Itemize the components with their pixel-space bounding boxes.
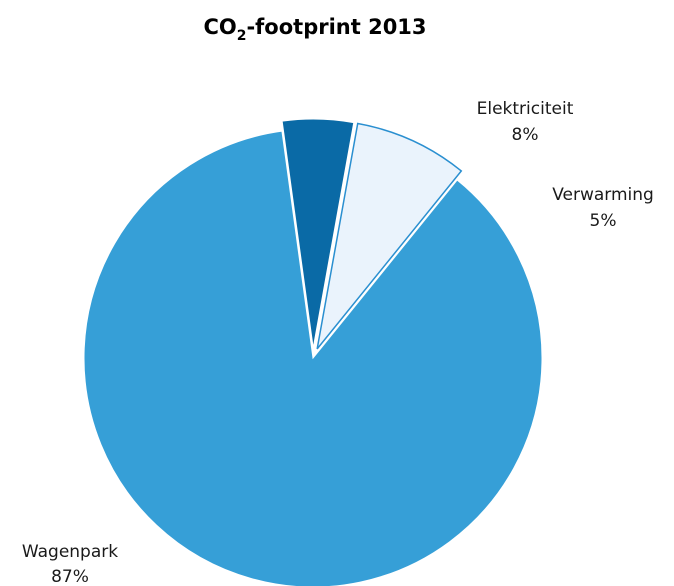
slice-label-verwarming-value: 5% — [590, 211, 617, 231]
pie-slices — [83, 118, 543, 586]
slice-label-elektriciteit: Elektriciteit 8% — [477, 99, 574, 145]
slice-label-verwarming-name: Verwarming — [552, 185, 654, 205]
slice-label-elektriciteit-value: 8% — [512, 125, 539, 145]
chart-title: CO2-footprint 2013 — [203, 15, 426, 44]
slice-label-wagenpark-name: Wagenpark — [22, 542, 118, 562]
pie-slice-wagenpark — [83, 130, 543, 586]
chart-title-main: CO — [203, 15, 236, 39]
slice-label-elektriciteit-name: Elektriciteit — [477, 99, 574, 119]
chart-title-rest: -footprint 2013 — [246, 15, 426, 39]
slice-label-wagenpark: Wagenpark 87% — [22, 542, 118, 586]
chart-title-subscript: 2 — [237, 28, 247, 44]
pie-slice-elektriciteit — [316, 122, 463, 350]
slice-label-wagenpark-value: 87% — [51, 567, 89, 586]
slice-label-verwarming: Verwarming 5% — [552, 185, 654, 231]
pie-slice-verwarming — [281, 118, 355, 349]
